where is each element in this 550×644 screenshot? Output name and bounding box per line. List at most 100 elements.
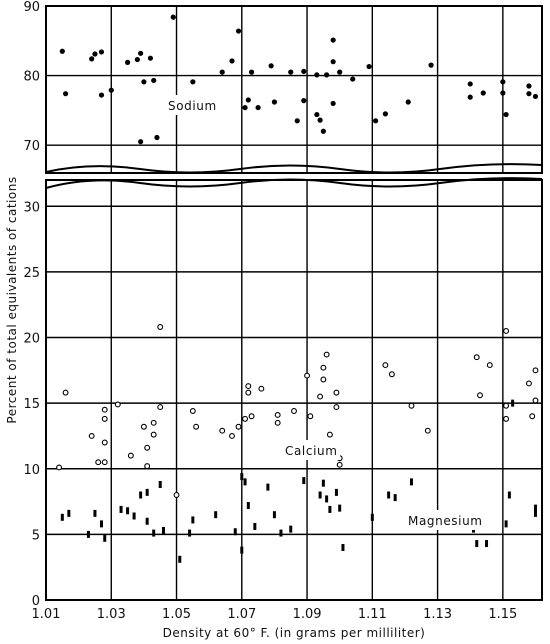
calcium-point xyxy=(503,327,510,334)
calcium-point xyxy=(532,367,539,374)
plot-frame-upper xyxy=(45,5,543,174)
calcium-point xyxy=(333,389,340,396)
sodium-point xyxy=(366,63,372,70)
magnesium-point xyxy=(334,488,338,496)
axis-break-mark-upper xyxy=(45,163,543,174)
magnesium-point xyxy=(188,529,192,537)
x-tick-label: 1.11 xyxy=(358,607,387,622)
sodium-point xyxy=(59,48,65,54)
x-tick-label: 1.03 xyxy=(97,607,126,622)
y-tick-label-lower: 20 xyxy=(23,332,40,347)
series-label-sodium: Sodium xyxy=(168,99,217,113)
sodium-point xyxy=(301,98,307,104)
sodium-point xyxy=(147,55,154,61)
x-tick-label: 1.07 xyxy=(227,607,256,622)
magnesium-point xyxy=(145,488,149,496)
calcium-point xyxy=(101,439,108,446)
calcium-point xyxy=(408,402,415,409)
sodium-point xyxy=(294,118,300,124)
magnesium-point xyxy=(246,502,250,509)
sodium-point xyxy=(271,99,278,105)
sodium-point xyxy=(526,91,532,97)
magnesium-point xyxy=(214,511,218,519)
sodium-point xyxy=(62,91,69,97)
calcium-point xyxy=(101,406,108,413)
calcium-point xyxy=(274,419,281,426)
calcium-point xyxy=(326,431,333,438)
sodium-point xyxy=(532,93,539,100)
sodium-point xyxy=(301,68,307,75)
sodium-point xyxy=(500,79,506,85)
plot-area-upper xyxy=(45,5,543,174)
y-tick-label-lower: 10 xyxy=(23,463,40,478)
magnesium-label-bg xyxy=(405,510,495,530)
calcium-point xyxy=(219,427,226,434)
sodium-point xyxy=(98,49,105,55)
magnesium-point xyxy=(325,495,329,503)
calcium-point xyxy=(473,354,480,361)
sodium-point xyxy=(98,92,105,98)
calcium-point xyxy=(193,423,200,430)
magnesium-point xyxy=(145,517,149,525)
magnesium-point xyxy=(152,529,156,537)
calcium-label-bg xyxy=(282,440,340,460)
y-tick-label-upper: 90 xyxy=(23,0,40,15)
calcium-point xyxy=(291,408,297,414)
calcium-point xyxy=(127,452,134,459)
y-axis-ticks-upper: 90 80 70 xyxy=(23,0,40,154)
magnesium-point xyxy=(279,529,283,537)
calcium-point xyxy=(529,413,536,420)
calcium-point xyxy=(101,415,108,422)
y-tick-label-upper: 80 xyxy=(23,70,40,85)
calcium-point xyxy=(235,423,242,430)
sodium-point xyxy=(324,72,330,78)
sodium-point xyxy=(190,79,196,85)
sodium-point xyxy=(141,79,147,85)
calcium-point xyxy=(258,385,265,392)
calcium-point xyxy=(95,459,102,466)
magnesium-point xyxy=(60,513,64,521)
calcium-point xyxy=(388,371,395,378)
magnesium-point xyxy=(302,477,306,485)
sodium-point xyxy=(138,50,144,56)
calcium-point xyxy=(157,404,164,411)
sodium-point xyxy=(92,51,98,57)
sodium-point xyxy=(330,37,336,43)
calcium-point xyxy=(150,419,157,426)
magnesium-point xyxy=(93,509,97,517)
sodium-point xyxy=(170,14,176,20)
x-tick-label: 1.13 xyxy=(423,607,452,622)
axis-break-mark-lower xyxy=(45,177,543,189)
sodium-point xyxy=(255,104,261,111)
magnesium-point xyxy=(139,491,143,499)
calcium-point xyxy=(274,411,281,418)
calcium-point xyxy=(88,432,95,439)
calcium-point xyxy=(101,459,108,466)
calcium-point xyxy=(336,461,343,468)
sodium-point xyxy=(500,90,506,96)
magnesium-point xyxy=(370,513,374,521)
data-points xyxy=(56,14,539,563)
sodium-point xyxy=(268,63,274,69)
magnesium-point xyxy=(240,473,244,481)
magnesium-point xyxy=(328,505,332,513)
calcium-point xyxy=(157,324,164,330)
magnesium-point xyxy=(266,483,270,491)
calcium-point xyxy=(317,393,324,400)
magnesium-point xyxy=(103,534,107,542)
magnesium-point xyxy=(341,544,345,551)
sodium-point xyxy=(154,134,160,141)
x-tick-label: 1.01 xyxy=(32,607,61,622)
sodium-point xyxy=(405,99,411,105)
calcium-point xyxy=(307,413,314,420)
calcium-point xyxy=(245,389,252,396)
calcium-point xyxy=(150,431,157,438)
x-tick-label: 1.15 xyxy=(488,607,517,622)
y-tick-label-upper: 70 xyxy=(23,139,40,154)
series-label-magnesium: Magnesium xyxy=(408,514,483,528)
sodium-point xyxy=(467,94,473,100)
calcium-point xyxy=(144,444,151,451)
calcium-point xyxy=(532,397,539,404)
sodium-point xyxy=(372,118,379,124)
magnesium-point xyxy=(511,399,515,407)
